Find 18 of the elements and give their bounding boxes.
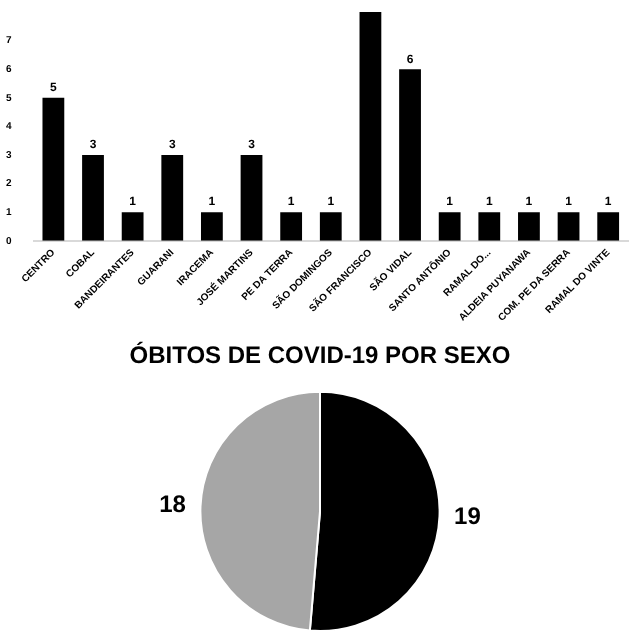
bar: [240, 154, 263, 241]
bar: [438, 212, 461, 241]
bar: [518, 212, 540, 241]
bar: [399, 69, 421, 241]
bar: [478, 212, 501, 241]
bar: [557, 212, 580, 241]
bar: [597, 212, 620, 241]
bar: [82, 154, 104, 241]
bar: [319, 212, 342, 241]
data-label: 18: [159, 489, 187, 518]
data-label: 19: [454, 502, 482, 531]
bar: [42, 97, 65, 241]
chart-title: ÓBITOS DE COVID-19 POR SEXO: [129, 341, 511, 370]
bar: [359, 12, 382, 241]
bar: [161, 154, 184, 241]
bar: [121, 212, 144, 241]
bar: [280, 212, 303, 241]
bar: [201, 212, 223, 241]
